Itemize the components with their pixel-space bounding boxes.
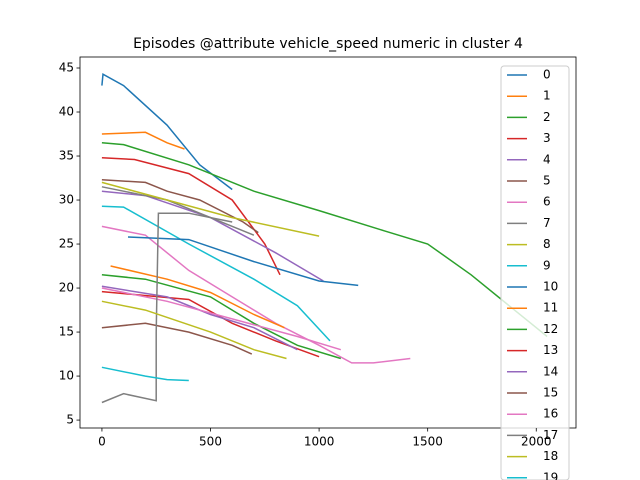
series-line [101,205,331,342]
legend-label: 15 [543,386,558,400]
series-line [101,300,287,360]
series-line [127,236,359,287]
legend-label: 1 [543,89,551,103]
legend-label: 17 [543,428,558,442]
x-tick-label: 500 [199,435,222,449]
legend-label: 9 [543,258,551,272]
y-tick-label: 15 [59,325,74,339]
series-line [101,274,342,360]
series-line [101,212,233,404]
series-line [101,287,342,351]
series-line [110,265,285,329]
series-line [101,131,185,150]
y-tick-label: 35 [59,149,74,163]
chart-title: Episodes @attribute vehicle_speed numeri… [133,36,523,52]
y-tick-label: 30 [59,193,74,207]
legend-label: 10 [543,280,558,294]
y-tick-label: 10 [59,369,74,383]
y-tick-label: 25 [59,237,74,251]
y-tick-label: 5 [66,413,74,427]
legend-label: 4 [543,152,551,166]
y-tick-label: 20 [59,281,74,295]
x-tick-label: 1000 [304,435,335,449]
series-line [101,366,189,382]
legend-label: 5 [543,174,551,188]
legend-label: 0 [543,68,551,82]
legend-label: 2 [543,110,551,124]
series-line [101,181,320,237]
x-tick-label: 2000 [521,435,552,449]
x-tick-label: 0 [98,435,106,449]
legend-label: 6 [543,195,551,209]
y-tick-label: 40 [59,105,74,119]
legend-label: 18 [543,449,558,463]
legend-label: 19 [543,470,558,480]
legend-label: 8 [543,237,551,251]
plot-lines [101,72,548,404]
plot-frame [79,56,577,429]
legend-label: 12 [543,322,558,336]
x-tick-label: 1500 [412,435,443,449]
legend-box [500,65,570,480]
series-line [101,72,233,191]
series-line [101,179,259,234]
legend-label: 16 [543,407,558,421]
legend-label: 13 [543,343,558,357]
legend-label: 11 [543,301,558,315]
legend-label: 7 [543,216,551,230]
series-line [101,285,298,351]
y-tick-label: 45 [59,61,74,75]
legend-label: 14 [543,364,558,378]
series-line [101,322,253,355]
legend-label: 3 [543,131,551,145]
